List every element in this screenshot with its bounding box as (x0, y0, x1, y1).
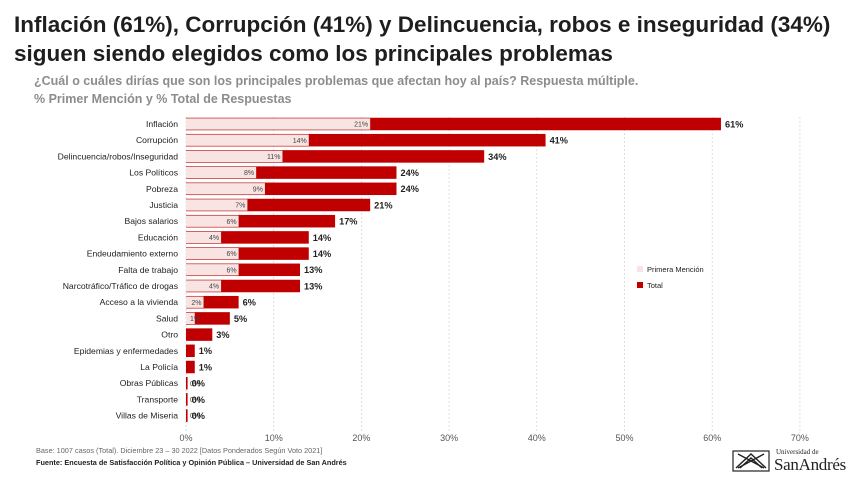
data-label-primera-mencion: 7% (235, 203, 245, 210)
data-label-total: 17% (339, 217, 357, 227)
category-label: Obras Públicas (120, 378, 178, 388)
bar-primera-mencion (186, 199, 248, 211)
footer-base-note: Base: 1007 casos (Total). Diciembre 23 –… (36, 446, 323, 455)
data-label-total: 24% (400, 168, 418, 178)
bar-total (186, 360, 195, 374)
bar-primera-mencion (186, 118, 371, 130)
data-label-total: 24% (400, 184, 418, 194)
bar-primera-mencion (186, 166, 257, 179)
category-label: Inflación (146, 119, 178, 129)
category-label: Justicia (149, 200, 178, 210)
data-label-total: 0% (192, 411, 205, 421)
bar-primera-mencion (186, 247, 239, 260)
data-label-primera-mencion: 8% (244, 170, 254, 177)
category-label: Narcotráfico/Tráfico de drogas (63, 281, 178, 291)
university-logo: Universidad de SanAndrés (728, 448, 856, 474)
data-label-primera-mencion: 9% (253, 186, 263, 193)
category-label: La Policía (140, 362, 178, 372)
data-label-total: 34% (488, 152, 506, 162)
x-tick-label: 20% (352, 433, 370, 443)
data-label-total: 13% (304, 281, 322, 291)
data-label-primera-mencion: 0% (190, 413, 200, 420)
bar-total (186, 344, 195, 358)
data-label-primera-mencion: 4% (209, 284, 219, 291)
bar-primera-mencion (186, 215, 239, 227)
category-label: Delincuencia/robos/Inseguridad (58, 151, 179, 161)
data-label-total: 1% (199, 362, 212, 372)
data-label-primera-mencion: 14% (293, 138, 307, 145)
category-label: Corrupción (136, 135, 178, 145)
footer-source: Fuente: Encuesta de Satisfacción Polític… (36, 458, 347, 467)
page-title: Inflación (61%), Corrupción (41%) y Deli… (14, 12, 831, 66)
data-label-total: 1% (199, 346, 212, 356)
bar-total (186, 328, 213, 341)
data-label-primera-mencion: 0% (190, 397, 200, 404)
x-tick-label: 60% (703, 433, 721, 443)
category-label: Epidemias y enfermedades (74, 346, 178, 356)
legend-label-primera-mencion: Primera Mención (647, 265, 704, 274)
legend-swatch-primera-mencion (637, 266, 643, 272)
data-label-total: 0% (192, 379, 205, 389)
bar-total (186, 409, 188, 422)
category-label: Falta de trabajo (118, 265, 178, 275)
x-tick-label: 50% (615, 433, 633, 443)
category-label: Pobreza (146, 184, 178, 194)
logo-line2: SanAndrés (774, 455, 846, 474)
data-label-primera-mencion: 6% (226, 267, 236, 274)
category-label: Salud (156, 313, 178, 323)
data-label-total: 0% (192, 395, 205, 405)
category-label: Los Políticos (129, 168, 178, 178)
bar-primera-mencion (186, 183, 265, 195)
data-label-total: 41% (550, 136, 568, 146)
bar-total (186, 376, 188, 390)
data-label-primera-mencion: 21% (354, 122, 368, 129)
category-label: Transporte (137, 394, 178, 404)
data-label-primera-mencion: 6% (226, 251, 236, 258)
legend-swatch-total (637, 282, 643, 288)
bar-primera-mencion (186, 264, 239, 276)
chart-subtitle: ¿Cuál o cuáles dirías que son los princi… (34, 74, 639, 88)
category-label: Villas de Miseria (116, 411, 179, 421)
data-label-total: 5% (234, 314, 247, 324)
x-tick-label: 30% (440, 433, 458, 443)
data-label-primera-mencion: 0% (190, 381, 200, 388)
bar-total (186, 312, 230, 325)
category-label: Bajos salarios (125, 216, 179, 226)
category-label: Acceso a la vivienda (100, 297, 179, 307)
data-label-total: 21% (374, 200, 392, 210)
bar-primera-mencion (186, 312, 195, 325)
data-label-primera-mencion: 11% (267, 154, 281, 161)
legend-label-total: Total (647, 281, 663, 290)
bar-primera-mencion (186, 280, 222, 292)
data-label-primera-mencion: 4% (209, 235, 219, 242)
data-label-primera-mencion: 1% (190, 316, 200, 323)
data-label-total: 6% (243, 298, 256, 308)
x-tick-label: 40% (528, 433, 546, 443)
data-label-total: 13% (304, 265, 322, 275)
crest-icon (732, 450, 770, 472)
category-label: Educación (138, 232, 178, 242)
bar-primera-mencion (186, 150, 283, 163)
bar-primera-mencion (186, 134, 309, 146)
data-label-total: 14% (313, 233, 331, 243)
x-tick-label: 10% (265, 433, 283, 443)
x-tick-label: 0% (179, 433, 192, 443)
data-label-total: 14% (313, 249, 331, 259)
bar-primera-mencion (186, 231, 222, 244)
chart-subtitle-measure: % Primer Mención y % Total de Respuestas (34, 92, 292, 106)
data-label-primera-mencion: 2% (191, 300, 201, 307)
category-label: Otro (161, 330, 178, 340)
bar-total (186, 393, 188, 406)
logo-line1: Universidad de (776, 448, 819, 456)
data-label-primera-mencion: 6% (226, 219, 236, 226)
bar-primera-mencion (186, 296, 204, 308)
x-tick-label: 70% (791, 433, 809, 443)
category-label: Endeudamiento externo (87, 249, 178, 259)
data-label-total: 61% (725, 119, 743, 129)
data-label-total: 3% (216, 330, 229, 340)
